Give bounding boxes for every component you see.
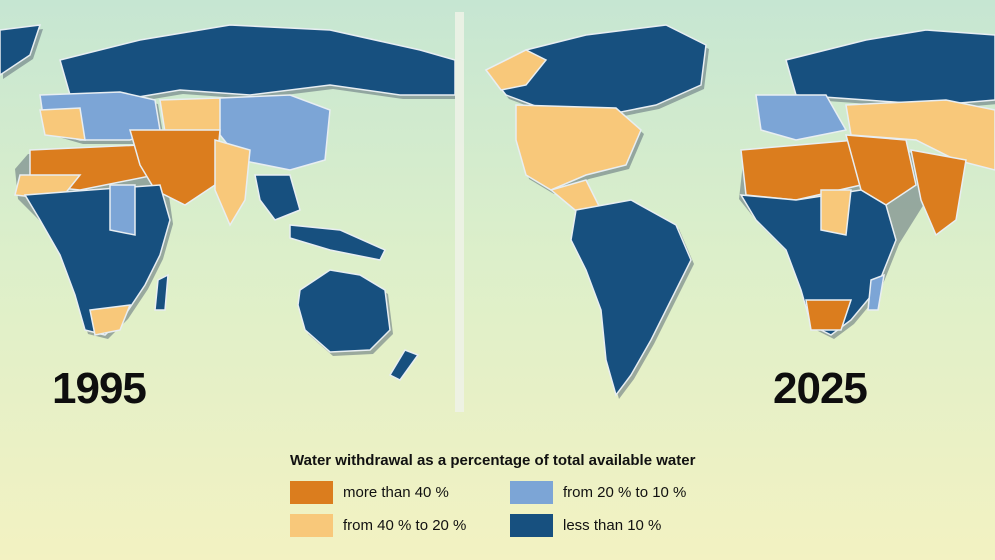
legend-item-less-than-10: less than 10 % bbox=[510, 514, 730, 537]
legend-item-20-to-10: from 20 % to 10 % bbox=[510, 481, 730, 504]
region-middle-east-1995 bbox=[129, 129, 221, 206]
region-madagascar-1995 bbox=[154, 273, 169, 311]
region-sudan-1995 bbox=[109, 184, 136, 236]
region-indonesia-1995 bbox=[289, 224, 387, 261]
region-africa-2025 bbox=[739, 189, 897, 336]
region-south-america-2025 bbox=[570, 199, 692, 397]
region-india-2025 bbox=[910, 149, 967, 237]
region-middle-east-2025 bbox=[844, 134, 917, 206]
region-alaska-2025 bbox=[484, 49, 548, 91]
region-south-africa-2025 bbox=[805, 299, 853, 331]
region-usa-2025 bbox=[515, 104, 642, 191]
legend-grid: more than 40 % from 20 % to 10 % from 40… bbox=[290, 481, 810, 537]
region-central-asia-1995 bbox=[159, 97, 226, 133]
region-greenland-1995 bbox=[0, 24, 42, 76]
region-southeast-asia-1995 bbox=[254, 174, 301, 221]
region-sudan-2025 bbox=[820, 189, 852, 236]
region-india-1995 bbox=[214, 139, 251, 227]
region-russia-2025 bbox=[785, 29, 995, 106]
legend-item-40-to-20: from 40 % to 20 % bbox=[290, 514, 510, 537]
legend-swatch-20-to-10 bbox=[510, 481, 553, 504]
region-europe-2025 bbox=[755, 94, 848, 141]
legend-swatch-less-than-10 bbox=[510, 514, 553, 537]
region-south-africa-1995 bbox=[89, 304, 132, 336]
legend-label-less-than-10: less than 10 % bbox=[563, 517, 662, 534]
legend-item-more-than-40: more than 40 % bbox=[290, 481, 510, 504]
legend-swatch-40-to-20 bbox=[290, 514, 333, 537]
region-madagascar-2025 bbox=[867, 273, 885, 311]
region-europe-west-1995 bbox=[39, 107, 86, 141]
region-russia-1995 bbox=[59, 24, 455, 101]
map-2025 bbox=[466, 0, 995, 420]
legend-title: Water withdrawal as a percentage of tota… bbox=[290, 452, 696, 469]
legend-swatch-more-than-40 bbox=[290, 481, 333, 504]
map-1995 bbox=[0, 0, 455, 420]
legend-label-20-to-10: from 20 % to 10 % bbox=[563, 484, 687, 501]
year-label-2025: 2025 bbox=[773, 364, 868, 413]
legend-label-more-than-40: more than 40 % bbox=[343, 484, 449, 501]
legend-label-40-to-20: from 40 % to 20 % bbox=[343, 517, 467, 534]
region-new-zealand-1995 bbox=[388, 349, 420, 381]
region-australia-1995 bbox=[297, 269, 391, 353]
year-label-1995: 1995 bbox=[52, 364, 147, 413]
panel-divider bbox=[455, 12, 464, 412]
legend: Water withdrawal as a percentage of tota… bbox=[290, 452, 810, 537]
